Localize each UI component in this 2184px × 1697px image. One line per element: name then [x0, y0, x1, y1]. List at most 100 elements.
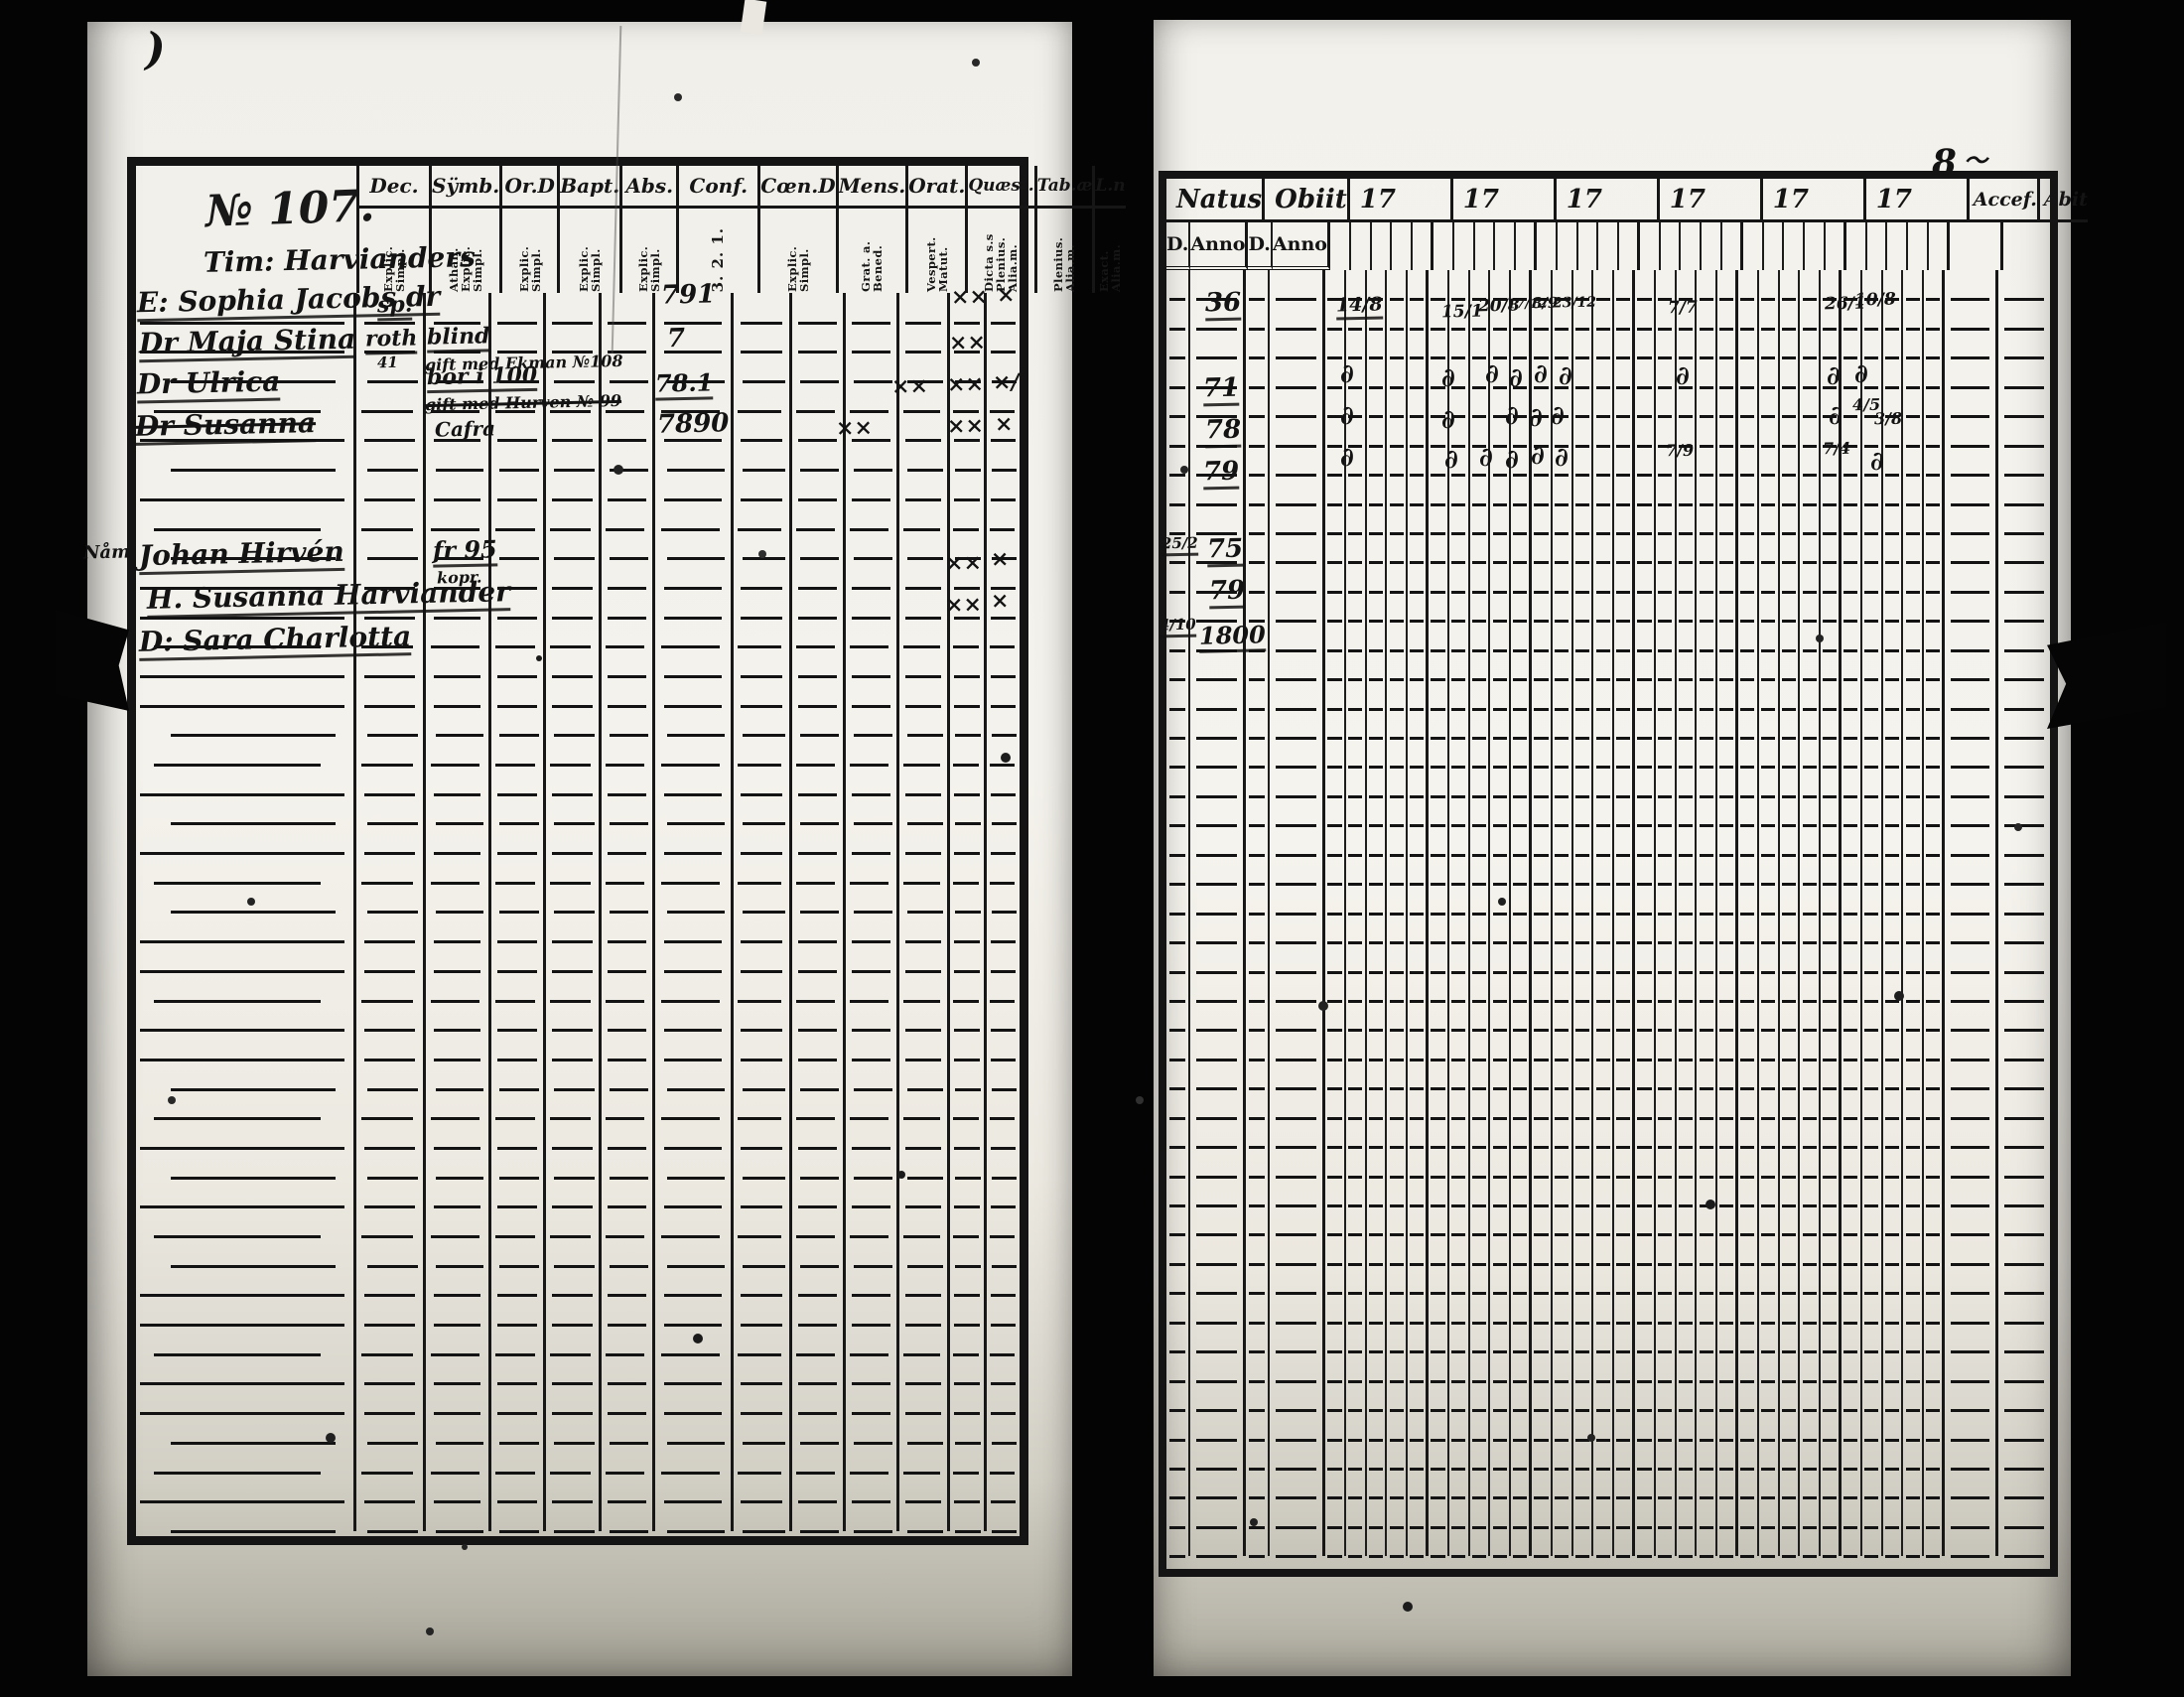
year-mark-cell: [1717, 299, 1738, 332]
ledger-cell: [546, 1501, 602, 1533]
year-mark-cell: [1429, 1205, 1449, 1237]
year-mark-cell: [1614, 386, 1635, 419]
year-mark-cell: [1656, 1030, 1677, 1062]
year-mark-cell: [1367, 1176, 1388, 1208]
year-mark-cell: [1614, 1351, 1635, 1384]
year-mark-cell: [1677, 679, 1698, 712]
year-mark-cell: [1862, 1380, 1883, 1413]
ledger-cell: [655, 941, 734, 973]
day-cell: [1166, 532, 1190, 565]
year-mark-cell: [1532, 1117, 1553, 1150]
ledger-cell: [950, 765, 987, 796]
year-mark-cell: [1573, 942, 1594, 974]
ledger-row: [136, 1442, 1020, 1475]
year-mark-cell: [1553, 621, 1573, 653]
column-header-1: Dec. Explic. Simpl.: [359, 166, 432, 293]
ledger-cell: [792, 1030, 846, 1061]
year-mark-cell: [1903, 1234, 1925, 1267]
year-mark-cell: [1429, 1380, 1449, 1413]
row-name-cell: [136, 1265, 356, 1298]
year-mark-cell: [1449, 1293, 1470, 1326]
year-subcolumn-head: [1454, 222, 1475, 270]
ledger-cell: [950, 675, 987, 708]
year-mark-cell: [1883, 532, 1904, 565]
row-name-cell: [136, 1383, 356, 1415]
year-subcolumn-head: [1558, 222, 1578, 270]
year-mark-cell: [1408, 1526, 1429, 1559]
ledger-cell: [846, 823, 899, 855]
year-mark-cell: [1367, 1088, 1388, 1121]
year-mark-cell: [1429, 1117, 1449, 1150]
year-mark-cell: [1738, 1468, 1759, 1500]
anno-cell: [1190, 591, 1246, 624]
year-mark-cell: [1821, 1234, 1842, 1267]
year-mark-cell: [1387, 270, 1409, 302]
year-mark-cell: [1883, 445, 1904, 478]
year-mark-cell: [1511, 1205, 1532, 1237]
column-sublabel: Explic. Simpl.: [784, 245, 811, 292]
year-mark-cell: [1862, 1526, 1883, 1559]
ledger-cell: [356, 440, 426, 472]
ledger-cell: [356, 882, 426, 915]
ledger-row: [1166, 913, 2050, 945]
anno-cell: [1270, 591, 1325, 624]
year-mark-cell: [1759, 738, 1780, 770]
access-cell: [1945, 1380, 1998, 1413]
year-mark-cell: [1924, 328, 1945, 360]
year-mark-cell: [1367, 1322, 1388, 1354]
ledger-cell: [491, 617, 546, 648]
ledger-cell: [426, 1501, 491, 1533]
ledger-cell: [846, 617, 899, 648]
year-mark-cell: [1553, 1410, 1573, 1442]
ledger-cell: [950, 1000, 987, 1032]
ledger-cell: [734, 705, 792, 737]
year-mark-cell: [1862, 1088, 1883, 1121]
year-mark-cell: [1470, 1176, 1491, 1208]
abiit-cell: [1998, 796, 2050, 828]
ledger-cell: [734, 558, 792, 590]
year-mark-cell: [1759, 708, 1780, 741]
year-mark-cell: [1780, 649, 1801, 682]
ledger-cell: [546, 793, 602, 826]
handwriting-note: ∂: [1484, 358, 1500, 390]
year-mark-cell: [1553, 649, 1573, 682]
year-mark-cell: [1573, 1059, 1594, 1091]
year-subcolumn-head: [1846, 222, 1867, 270]
year-mark-cell: [1387, 825, 1409, 858]
year-mark-cell: [1532, 299, 1553, 332]
year-mark-cell: [1862, 386, 1883, 419]
ledger-cell: [491, 1000, 546, 1032]
year-mark-cell: [1387, 854, 1409, 887]
year-mark-cell: [1924, 1497, 1945, 1530]
year-mark-cell: [1656, 1263, 1677, 1296]
year-mark-cell: [1367, 591, 1388, 624]
year-column-header-1: 17: [1349, 179, 1453, 222]
year-mark-cell: [1800, 357, 1822, 390]
year-mark-cell: [1367, 1059, 1388, 1091]
year-mark-cell: [1532, 1205, 1553, 1237]
ledger-cell: [546, 1147, 602, 1180]
year-mark-cell: [1780, 1322, 1801, 1354]
access-cell: [1945, 1117, 1998, 1150]
year-mark-cell: [1800, 270, 1822, 302]
day-cell: [1246, 913, 1270, 945]
anno-cell: [1190, 738, 1246, 770]
year-mark-cell: [1511, 1176, 1532, 1208]
year-mark-cell: [1924, 270, 1945, 302]
ledger-cell: [792, 1000, 846, 1032]
year-mark-cell: [1553, 1234, 1573, 1267]
year-mark-cell: [1924, 1351, 1945, 1384]
year-mark-cell: [1593, 1030, 1615, 1062]
year-mark-cell: [1614, 1468, 1635, 1500]
year-mark-cell: [1367, 562, 1388, 595]
ledger-cell: [987, 529, 1020, 560]
year-mark-cell: [1470, 328, 1491, 360]
handwriting-note: 23/12: [1552, 294, 1597, 312]
year-mark-cell: [1717, 386, 1738, 419]
ledger-cell: [356, 1059, 426, 1091]
ledger-row: [1166, 1234, 2050, 1267]
year-mark-cell: [1490, 1380, 1512, 1413]
access-cell: [1945, 1293, 1998, 1326]
year-mark-cell: [1387, 1526, 1409, 1559]
year-mark-cell: [1677, 532, 1698, 565]
